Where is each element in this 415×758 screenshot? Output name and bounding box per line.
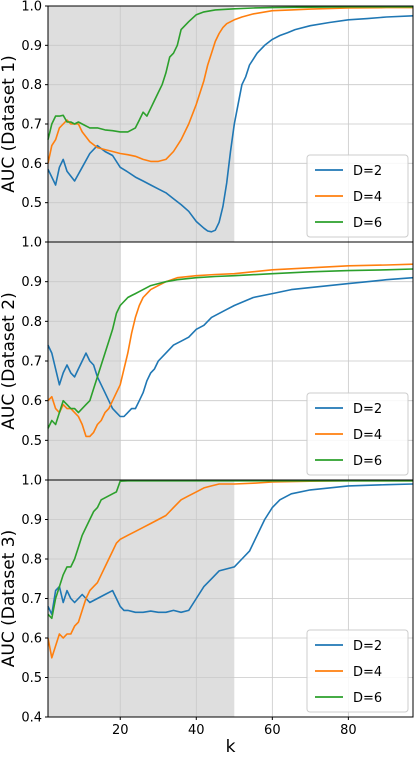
series-line-D=4 xyxy=(47,479,413,659)
y-tick-label: 0.6 xyxy=(21,394,42,409)
series-line-D=2 xyxy=(47,15,414,233)
y-axis-label: AUC (Dataset 2) xyxy=(0,292,19,429)
y-tick-label: 0.9 xyxy=(21,275,42,290)
y-tick-label: 0.8 xyxy=(21,315,42,330)
x-axis-label: k xyxy=(226,737,236,757)
y-tick-label: 1.0 xyxy=(21,236,42,251)
legend-label: D=4 xyxy=(353,665,382,680)
x-tick-label: 60 xyxy=(264,723,281,738)
y-tick-label: 0.6 xyxy=(21,157,42,172)
y-tick-label: 1.0 xyxy=(21,0,42,15)
legend: D=2 D=4 D=6 xyxy=(306,154,409,238)
x-tick-label: 80 xyxy=(340,723,357,738)
legend-box xyxy=(306,154,409,238)
y-axis-label: AUC (Dataset 3) xyxy=(0,530,19,667)
legend: D=2 D=4 D=6 xyxy=(306,392,409,476)
y-tick-label: 0.9 xyxy=(21,513,42,528)
y-tick-label: 0.4 xyxy=(21,711,42,726)
y-tick-label: 1.0 xyxy=(21,474,42,489)
legend-label: D=6 xyxy=(353,454,382,469)
x-tick-label: 20 xyxy=(112,723,129,738)
legend-box xyxy=(306,392,409,476)
legend-label: D=6 xyxy=(353,691,382,706)
legend-label: D=6 xyxy=(353,216,382,231)
y-tick-label: 0.5 xyxy=(21,196,42,211)
legend-label: D=2 xyxy=(353,639,382,654)
legend-box xyxy=(306,629,409,713)
y-tick-label: 0.5 xyxy=(21,434,42,449)
series-line-D=2 xyxy=(47,483,414,616)
y-tick-label: 0.9 xyxy=(21,39,42,54)
y-tick-label: 0.8 xyxy=(21,553,42,568)
legend: D=2 D=4 D=6 xyxy=(306,629,409,713)
y-tick-label: 0.8 xyxy=(21,78,42,93)
series-line-D=6 xyxy=(47,479,413,620)
legend-label: D=4 xyxy=(353,190,382,205)
y-tick-label: 0.7 xyxy=(21,592,42,607)
y-tick-label: 0.5 xyxy=(21,671,42,686)
legend-label: D=2 xyxy=(353,164,382,179)
legend-label: D=4 xyxy=(353,428,382,443)
legend-label: D=2 xyxy=(353,402,382,417)
x-tick-label: 40 xyxy=(188,723,205,738)
y-tick-label: 0.6 xyxy=(21,632,42,647)
chart-panel-3: 0.4 0.5 0.6 0.7 0.8 0.9 1.0 20 40 60 80 AUC (Datase… xyxy=(0,474,414,757)
series-line-D=6 xyxy=(47,268,414,429)
y-axis-label: AUC (Dataset 1) xyxy=(0,55,19,192)
y-tick-label: 0.7 xyxy=(21,355,42,370)
series-line-D=6 xyxy=(47,6,413,140)
series-line-D=2 xyxy=(47,276,414,418)
series-line-D=4 xyxy=(47,263,414,438)
y-tick-label: 0.7 xyxy=(21,118,42,133)
